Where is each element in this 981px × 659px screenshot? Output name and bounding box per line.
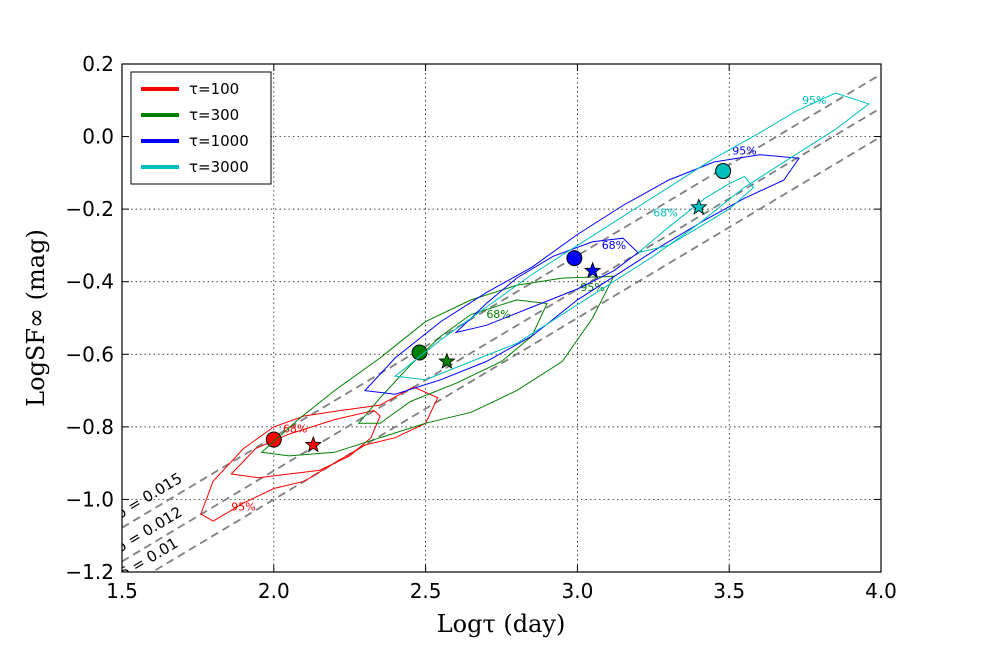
diagonal-line <box>122 73 881 529</box>
y-axis-label: LogSF∞ (mag) <box>22 229 50 407</box>
plot-frame <box>121 63 882 573</box>
contour-68 <box>637 175 755 254</box>
contour-label-68: 68% <box>486 308 510 321</box>
x-axis-label: Logτ (day) <box>437 610 566 638</box>
legend-label: τ=300 <box>189 106 239 124</box>
contour-95 <box>363 154 800 395</box>
contour-68 <box>230 409 381 479</box>
contour-95 <box>200 386 439 522</box>
x-tick-label: 3.5 <box>713 579 745 603</box>
grid <box>122 64 881 572</box>
contour-68 <box>357 299 548 424</box>
contour-95 <box>260 275 615 457</box>
y-tick-label: −0.8 <box>65 415 114 439</box>
star-marker <box>690 198 708 215</box>
y-tick-label: 0.2 <box>82 52 114 76</box>
x-tick-label: 2.0 <box>258 579 290 603</box>
contour-95 <box>393 92 870 381</box>
contour-label-95: 95% <box>231 500 255 513</box>
x-tick-label: 4.0 <box>865 579 897 603</box>
y-tick-label: −1.0 <box>65 487 114 511</box>
diagonal-line <box>122 107 881 563</box>
contour-label-95: 95% <box>802 94 826 107</box>
diagonal-line <box>150 135 881 572</box>
legend-label: τ=100 <box>189 80 239 98</box>
star-marker <box>304 435 322 453</box>
contour-label-68: 68% <box>602 239 626 252</box>
legend-label: τ=1000 <box>189 132 249 150</box>
x-tick-label: 3.0 <box>561 579 593 603</box>
y-tick-label: −0.2 <box>65 197 114 221</box>
contour-label-68: 68% <box>653 206 677 219</box>
star-marker <box>438 352 456 369</box>
y-tick-label: 0.0 <box>82 125 114 149</box>
circle-marker <box>566 250 583 267</box>
circle-marker <box>715 163 732 180</box>
contour-label-95: 95% <box>580 281 604 294</box>
x-tick-label: 2.5 <box>410 579 442 603</box>
y-tick-label: −1.2 <box>65 560 114 584</box>
axis-ticks: 1.5 2.0 2.5 3.0 3.5 4.0 −1.2 −1.0 −0.8 −0.6 −0.4 −0… <box>65 52 896 603</box>
y-tick-label: −0.4 <box>65 270 114 294</box>
contour-68 <box>454 237 639 334</box>
star-marker <box>583 261 602 279</box>
legend-label: τ=3000 <box>189 158 249 176</box>
y-tick-label: −0.6 <box>65 342 114 366</box>
contour-label-95: 95% <box>732 145 756 158</box>
contour-label-68: 68% <box>283 422 307 435</box>
legend: τ=100 τ=300 τ=1000 τ=3000 <box>130 71 272 185</box>
circle-marker <box>265 431 282 448</box>
x-tick-label: 1.5 <box>106 579 138 603</box>
circle-marker <box>411 344 428 361</box>
